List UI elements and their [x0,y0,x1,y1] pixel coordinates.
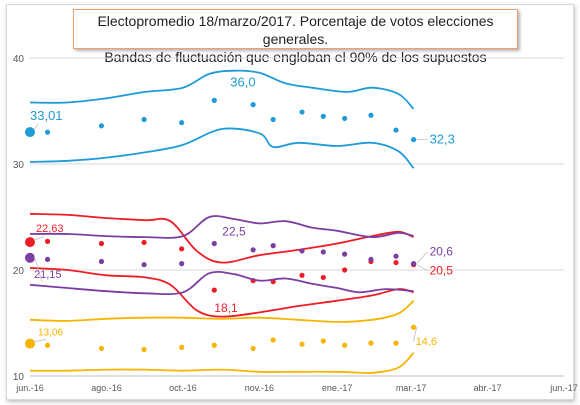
data-point [211,240,217,247]
data-point [211,97,217,103]
data-point [342,267,348,273]
series-mid-label: 22,5 [222,225,246,239]
series-end-label: 20,6 [430,245,454,259]
data-point [368,112,374,118]
series-start-label: 21,15 [34,269,62,281]
chart-title-box: Electopromedio 18/marzo/2017. Porcentaje… [73,9,518,65]
data-point [299,341,305,347]
label-leader-line [33,255,43,282]
label-leader-line [413,327,417,342]
label-leader-line [416,251,428,264]
band-upper-line [29,212,414,264]
data-point [410,324,417,330]
data-point [98,123,105,129]
series-start-label: 13,06 [38,328,63,339]
band-lower-line [29,127,415,169]
x-tick-label: ago.-16 [91,383,122,393]
x-tick-label: abr.-17 [474,383,502,393]
chart-frame: Electopromedio 18/marzo/2017. Porcentaje… [6,4,574,400]
data-point [270,337,276,343]
band-lower-line [29,352,415,374]
data-point [211,342,217,348]
series-start-label: 33,01 [30,108,63,123]
data-point [393,340,399,346]
band-lower-line [29,267,414,318]
data-point [320,249,326,255]
series-start-label: 22,63 [36,223,64,235]
y-tick-label: 40 [13,54,25,65]
data-point [250,102,256,108]
band-upper-line [29,215,414,239]
series-mid-label: 36,0 [230,74,255,89]
x-tick-label: oct.-16 [169,383,197,393]
x-tick-label: jun.-16 [15,383,44,393]
data-point [299,109,305,115]
start-point [25,237,35,248]
start-point [25,338,35,349]
series-mid-label: 18,1 [214,301,238,315]
data-point [393,259,399,266]
data-point [270,116,276,123]
y-tick-label: 10 [13,372,25,383]
x-tick-label: jun.-17 [549,383,578,393]
data-point [179,261,185,267]
data-point [410,137,417,143]
band-lower-line [29,270,414,296]
data-point [179,246,185,252]
data-point [141,262,147,268]
chart-title: Electopromedio 18/marzo/2017. Porcentaje… [97,13,494,47]
label-leader-line [33,123,39,131]
data-point [410,261,417,267]
data-point [342,342,348,348]
data-point [393,127,399,133]
y-tick-label: 30 [13,160,25,171]
data-point [250,345,256,352]
x-tick-label: ene.-17 [322,383,353,393]
series-end-label: 20,5 [430,264,454,278]
data-point [98,240,105,247]
chart-subtitle: Bandas de fluctuación que engloban el 90… [104,49,487,65]
data-point [44,256,51,262]
series-end-label: 14,6 [416,336,437,348]
y-tick-label: 20 [13,266,25,277]
data-point [320,113,326,119]
x-tick-label: mar.-17 [396,383,427,393]
data-point [320,338,326,344]
start-point [25,127,35,138]
label-leader-line [416,264,428,272]
data-point [141,239,147,246]
data-point [320,274,326,281]
data-point [98,258,105,265]
data-point [270,243,276,249]
data-point [211,287,217,293]
data-point [342,115,348,122]
band-upper-line [29,69,415,110]
data-point [368,340,374,346]
data-point [179,120,185,126]
data-point [44,342,51,348]
label-leader-line [33,235,45,241]
label-leader-line [33,339,47,342]
data-point [141,346,147,353]
start-point [25,252,35,263]
series-end-label: 32,3 [430,132,455,147]
data-point [299,248,305,254]
data-point [44,238,51,244]
data-point [179,344,185,350]
band-upper-line [29,300,415,323]
data-point [393,253,399,259]
data-point [141,116,147,123]
data-point [250,247,256,253]
data-point [368,256,374,262]
data-point [342,251,348,257]
data-point [44,129,51,135]
data-point [98,345,105,352]
data-point [299,272,305,278]
x-tick-label: nov.-16 [245,383,274,393]
